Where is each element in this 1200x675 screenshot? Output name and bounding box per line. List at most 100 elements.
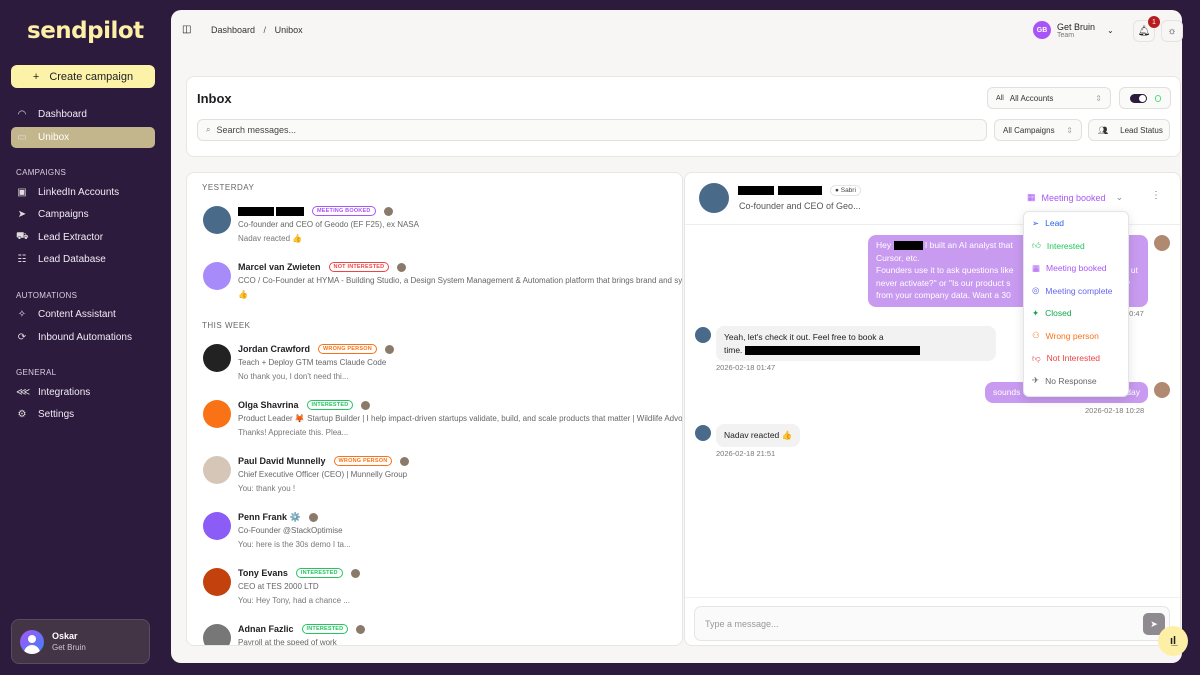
message-input[interactable]: Type a message... ➤ [694, 606, 1170, 641]
list-item[interactable]: MEETING BOOKED Co-founder and CEO of Geo… [201, 206, 681, 256]
message-preview: You: here is the 30s demo I ta... [238, 540, 351, 549]
sidebar-item-integrations[interactable]: ⋘ Integrations [11, 382, 155, 403]
search-placeholder: Search messages... [216, 125, 297, 135]
breadcrumb-dashboard[interactable]: Dashboard [211, 25, 256, 35]
create-campaign-button[interactable]: + Create campaign [11, 65, 155, 88]
list-item[interactable]: Marcel van Zwieten NOT INTERESTED CCO / C… [201, 262, 682, 312]
search-input[interactable]: ⌕ Search messages... [197, 119, 987, 141]
accounts-prefix: All [996, 94, 1004, 102]
rocket-icon: ✈ [1032, 375, 1040, 386]
nav-label: Campaigns [38, 209, 89, 220]
sidebar-item-campaigns[interactable]: ➤ Campaigns [11, 204, 155, 225]
status-option-closed[interactable]: ✦ Closed [1024, 302, 1128, 325]
status-badge: INTERESTED [295, 568, 343, 578]
workspace-switcher[interactable]: GB Get Bruin Team ⌄ [1033, 21, 1114, 39]
message-preview: No thank you, I don't need thi... [238, 372, 349, 381]
notifications-button[interactable]: 🔔︎ 1 [1133, 16, 1160, 42]
message-text: day [1126, 387, 1140, 397]
status-badge: WRONG PERSON [318, 344, 377, 354]
check-circle-icon: ◎ [1032, 285, 1040, 296]
message-timestamp: 2026-02-18 01:47 [716, 363, 776, 372]
status-option-wrong-person[interactable]: ⚇ Wrong person [1024, 325, 1128, 348]
status-badge: NOT INTERESTED [328, 262, 390, 272]
message-text: I built an AI analyst that [924, 240, 1013, 250]
linkedin-icon: ▣ [17, 187, 27, 198]
lead-name: Olga Shavrina [238, 400, 299, 410]
send-button[interactable]: ➤ [1143, 613, 1165, 635]
campaigns-select[interactable]: All Campaigns ⇕ [994, 119, 1082, 141]
status-dropdown[interactable]: ▦ Meeting booked ⌄ [1027, 192, 1123, 203]
sender-tag-label: Sabri [840, 187, 856, 194]
lead-subtitle: Product Leader 🦊 Startup Builder | I hel… [238, 414, 683, 423]
more-options-icon[interactable]: ⋮ [1151, 190, 1161, 201]
lead-name: Jordan Crawford [238, 344, 311, 354]
list-item[interactable]: Jordan Crawford WRONG PERSON Teach + Depl… [201, 344, 681, 394]
status-badge: INTERESTED [306, 400, 354, 410]
plus-icon: + [32, 70, 40, 83]
contact-avatar-small [695, 327, 711, 343]
list-item[interactable]: Tony Evans INTERESTED CEO at TES 2000 LTD… [201, 568, 681, 618]
gauge-icon: ◠ [17, 109, 27, 120]
sidebar-toggle-icon[interactable]: ◫ [182, 24, 192, 35]
gear-icon: ⚙ [17, 409, 27, 420]
list-item[interactable]: Olga Shavrina INTERESTED Product Leader 🦊… [201, 400, 683, 450]
page-title: Inbox [197, 91, 232, 106]
sidebar-item-unibox[interactable]: ▭ Unibox [11, 127, 155, 148]
sidebar-item-dashboard[interactable]: ◠ Dashboard [11, 104, 155, 125]
nav-label: LinkedIn Accounts [38, 187, 120, 198]
status-option-label: No Response [1045, 375, 1097, 386]
section-automations: AUTOMATIONS [16, 291, 78, 300]
workspace-name: Get Bruin [1057, 21, 1096, 32]
status-indicator-icon [1154, 94, 1161, 102]
avatar [203, 456, 231, 484]
list-item[interactable]: Paul David Munnelly WRONG PERSON Chief Ex… [201, 456, 681, 506]
sender-avatar [356, 624, 366, 634]
nav-label: Dashboard [38, 109, 87, 120]
status-badge: WRONG PERSON [333, 456, 393, 466]
send-icon: ➤ [1150, 618, 1158, 629]
status-option-interested[interactable]: 👍︎ Interested [1024, 235, 1128, 258]
theme-toggle-button[interactable]: ☼ [1161, 20, 1183, 42]
list-item[interactable]: Penn Frank ⚙️ Co-Founder @StackOptimise … [201, 512, 681, 562]
accounts-select[interactable]: All All Accounts ⇕ [987, 87, 1111, 109]
workspace-role: Team [1057, 31, 1075, 39]
sidebar-item-linkedin-accounts[interactable]: ▣ LinkedIn Accounts [11, 182, 155, 203]
sidebar-item-lead-extractor[interactable]: ⛟ Lead Extractor [11, 227, 155, 248]
sidebar-item-lead-database[interactable]: ☷ Lead Database [11, 249, 155, 270]
list-item[interactable]: Adnan Fazlic INTERESTED Payroll at the sp… [201, 624, 681, 645]
avatar [203, 344, 231, 372]
lead-status-button[interactable]: 👥︎ Lead Status [1088, 119, 1170, 141]
lead-status-label: Lead Status [1120, 125, 1163, 135]
contact-subtitle: Co-founder and CEO of Geo... [739, 201, 861, 211]
database-icon: ☷ [17, 254, 27, 265]
nav-label: Lead Database [38, 254, 106, 265]
party-icon: ✦ [1032, 307, 1040, 318]
contact-avatar [699, 183, 729, 213]
status-option-label: Lead [1045, 218, 1065, 229]
status-option-not-interested[interactable]: 👎︎ Not Interested [1024, 347, 1128, 370]
user-profile[interactable]: Oskar Get Bruin [11, 619, 150, 664]
status-option-meeting-booked[interactable]: ▦ Meeting booked [1024, 257, 1128, 280]
chat-support-button[interactable]: ıl̲ [1158, 626, 1188, 656]
send-icon: ➤ [17, 209, 27, 220]
sidebar-item-content-assistant[interactable]: ✧ Content Assistant [11, 304, 155, 325]
toggle-switch[interactable] [1129, 93, 1147, 103]
avatar [203, 512, 231, 540]
sidebar-item-settings[interactable]: ⚙ Settings [11, 404, 155, 425]
sidebar-item-inbound-automations[interactable]: ⟳ Inbound Automations [11, 327, 155, 348]
status-option-lead[interactable]: ➢ Lead [1024, 212, 1128, 235]
nav-label: Integrations [38, 387, 91, 398]
avatar [203, 568, 231, 596]
sender-tag: ● Sabri [830, 185, 861, 196]
message-text: Hey [876, 240, 892, 250]
status-option-meeting-complete[interactable]: ◎ Meeting complete [1024, 280, 1128, 303]
contact-name: ● Sabri [738, 185, 861, 196]
lead-name: Marcel van Zwieten [238, 262, 321, 272]
avatar [203, 400, 231, 428]
status-value: Meeting booked [1041, 192, 1106, 203]
message-text: Cursor, etc. [876, 252, 920, 263]
sparkle-icon: ✧ [17, 309, 27, 320]
status-option-no-response[interactable]: ✈ No Response [1024, 370, 1128, 393]
chevron-updown-icon: ⇕ [1066, 125, 1073, 135]
status-option-label: Closed [1045, 308, 1072, 319]
